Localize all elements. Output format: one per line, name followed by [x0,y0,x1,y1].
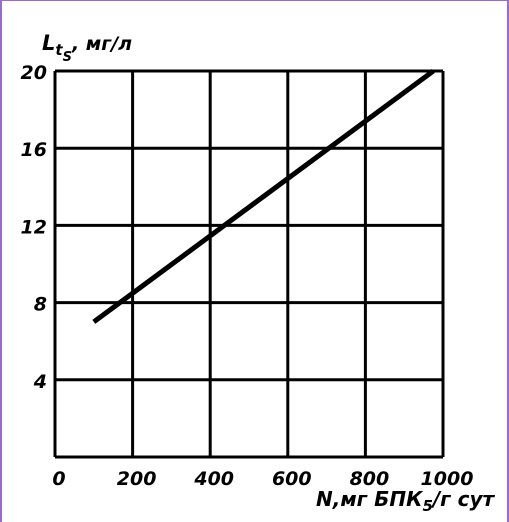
x-axis-label-main: N,мг БПК [316,487,424,511]
x-tick-label: 0 [52,468,65,490]
y-axis-label-sub1: t [55,41,63,59]
y-axis-label-unit: , мг/л [71,33,132,55]
x-tick-label: 600 [272,468,312,490]
y-tick-label: 16 [21,139,47,161]
series-layer [92,68,435,324]
x-tick-label: 800 [350,468,390,490]
x-axis-label: N,мг БПК5/г сут [316,487,495,515]
x-axis-label-unit: /г сут [431,487,496,511]
y-axis-label: LtS, мг/л [42,31,132,65]
y-tick-labels: 20 16 12 8 4 [21,62,47,393]
y-tick-label: 12 [21,216,47,238]
grid [53,69,445,459]
series-line [92,68,435,324]
x-tick-label: 400 [193,468,234,490]
x-tick-labels: 0 200 400 600 800 1000 [52,468,473,490]
x-tick-label: 1000 [421,468,474,490]
x-axis-label-sub: 5 [422,497,432,515]
y-axis-label-main: L [42,31,55,55]
y-tick-label: 8 [34,294,47,316]
y-tick-label: 4 [33,371,47,393]
y-axis-label-sub2: S [63,50,72,65]
y-tick-label: 20 [21,62,47,84]
x-tick-label: 200 [117,468,157,490]
